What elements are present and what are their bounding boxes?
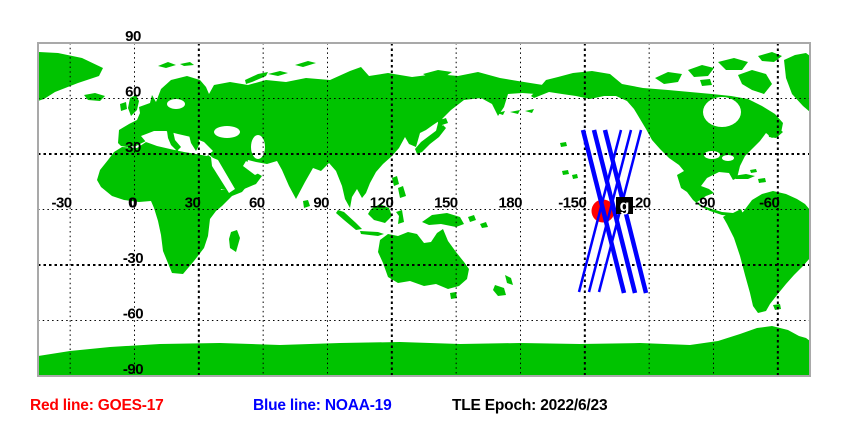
legend-goes17: Red line: GOES-17 bbox=[30, 397, 164, 414]
landmass bbox=[572, 174, 578, 179]
landmass bbox=[39, 326, 809, 375]
continents-layer bbox=[39, 52, 809, 375]
legend-tle-epoch: TLE Epoch: 2022/6/23 bbox=[452, 397, 608, 414]
noaa19-track-line-descending bbox=[591, 129, 638, 294]
landmass bbox=[415, 125, 446, 154]
landmass bbox=[128, 95, 139, 116]
sea bbox=[167, 99, 185, 109]
sea bbox=[703, 97, 741, 127]
noaa19-track-line-ascending bbox=[577, 129, 623, 293]
noaa19-ground-tracks bbox=[577, 129, 649, 294]
landmass bbox=[700, 79, 712, 86]
landmass bbox=[336, 210, 362, 230]
longitude-label: 60 bbox=[249, 195, 265, 212]
legend-noaa19: Blue line: NOAA-19 bbox=[253, 397, 392, 414]
landmass bbox=[723, 191, 809, 313]
latitude-label: 60 bbox=[125, 84, 141, 101]
goes17-marker-glyph: g bbox=[620, 198, 630, 215]
landmass bbox=[562, 170, 569, 175]
landmass bbox=[688, 65, 714, 77]
landmass bbox=[245, 72, 268, 84]
landmass bbox=[560, 142, 567, 147]
landmass bbox=[750, 169, 757, 173]
landmass bbox=[360, 231, 384, 236]
landmass bbox=[718, 58, 748, 70]
landmass bbox=[303, 200, 310, 208]
landmass bbox=[398, 186, 406, 198]
longitude-label: 150 bbox=[434, 195, 458, 212]
landmass bbox=[510, 110, 520, 114]
landmass bbox=[505, 275, 513, 285]
latitude-label: 0 bbox=[129, 195, 137, 212]
landmass bbox=[758, 178, 766, 183]
landmass bbox=[268, 71, 288, 76]
landmass bbox=[167, 131, 181, 151]
landmass bbox=[378, 229, 469, 289]
landmass bbox=[436, 113, 443, 133]
sea bbox=[722, 155, 734, 161]
landmass bbox=[480, 222, 488, 228]
noaa19-track-line-descending bbox=[580, 129, 627, 294]
longitude-label: 90 bbox=[313, 195, 329, 212]
longitude-label: -150 bbox=[558, 195, 586, 212]
landmass bbox=[768, 128, 783, 138]
landmass bbox=[158, 62, 176, 68]
longitude-label: -60 bbox=[759, 195, 779, 212]
landmass bbox=[229, 230, 240, 252]
sea bbox=[214, 126, 240, 138]
landmass bbox=[497, 111, 505, 115]
map-border bbox=[37, 42, 811, 377]
sea bbox=[704, 151, 720, 159]
longitude-label: -90 bbox=[695, 195, 715, 212]
landmass bbox=[180, 62, 194, 66]
landmass bbox=[84, 93, 105, 101]
latitude-label: 90 bbox=[125, 28, 141, 45]
landmass bbox=[525, 109, 534, 113]
longitude-label: 0 bbox=[128, 195, 136, 212]
sea bbox=[211, 157, 235, 193]
landmass bbox=[396, 210, 404, 224]
landmass bbox=[468, 215, 476, 222]
goes17-marker-box bbox=[616, 197, 633, 214]
landmass bbox=[120, 102, 127, 111]
landmass bbox=[733, 174, 755, 179]
landmass bbox=[493, 285, 506, 296]
longitude-label: 180 bbox=[498, 195, 522, 212]
latitude-label: -30 bbox=[123, 250, 143, 267]
longitude-label: 30 bbox=[185, 195, 201, 212]
landmass bbox=[655, 72, 682, 84]
latitude-label: -60 bbox=[123, 306, 143, 323]
landmass bbox=[392, 176, 399, 186]
noaa19-track-line-ascending bbox=[587, 129, 633, 293]
landmass bbox=[189, 135, 200, 151]
landmass bbox=[450, 292, 457, 299]
latitude-label: -90 bbox=[123, 361, 143, 378]
longitude-label: 120 bbox=[370, 195, 394, 212]
landmass bbox=[784, 53, 809, 112]
landmass bbox=[39, 52, 103, 101]
landmass bbox=[295, 61, 316, 67]
landmass bbox=[422, 213, 464, 227]
graticule-grid bbox=[38, 43, 810, 376]
longitude-label: -30 bbox=[51, 195, 71, 212]
latitude-label: 30 bbox=[125, 139, 141, 156]
landmass bbox=[738, 70, 772, 94]
landmass bbox=[368, 204, 392, 223]
landmass bbox=[758, 52, 782, 62]
sea bbox=[243, 161, 261, 175]
